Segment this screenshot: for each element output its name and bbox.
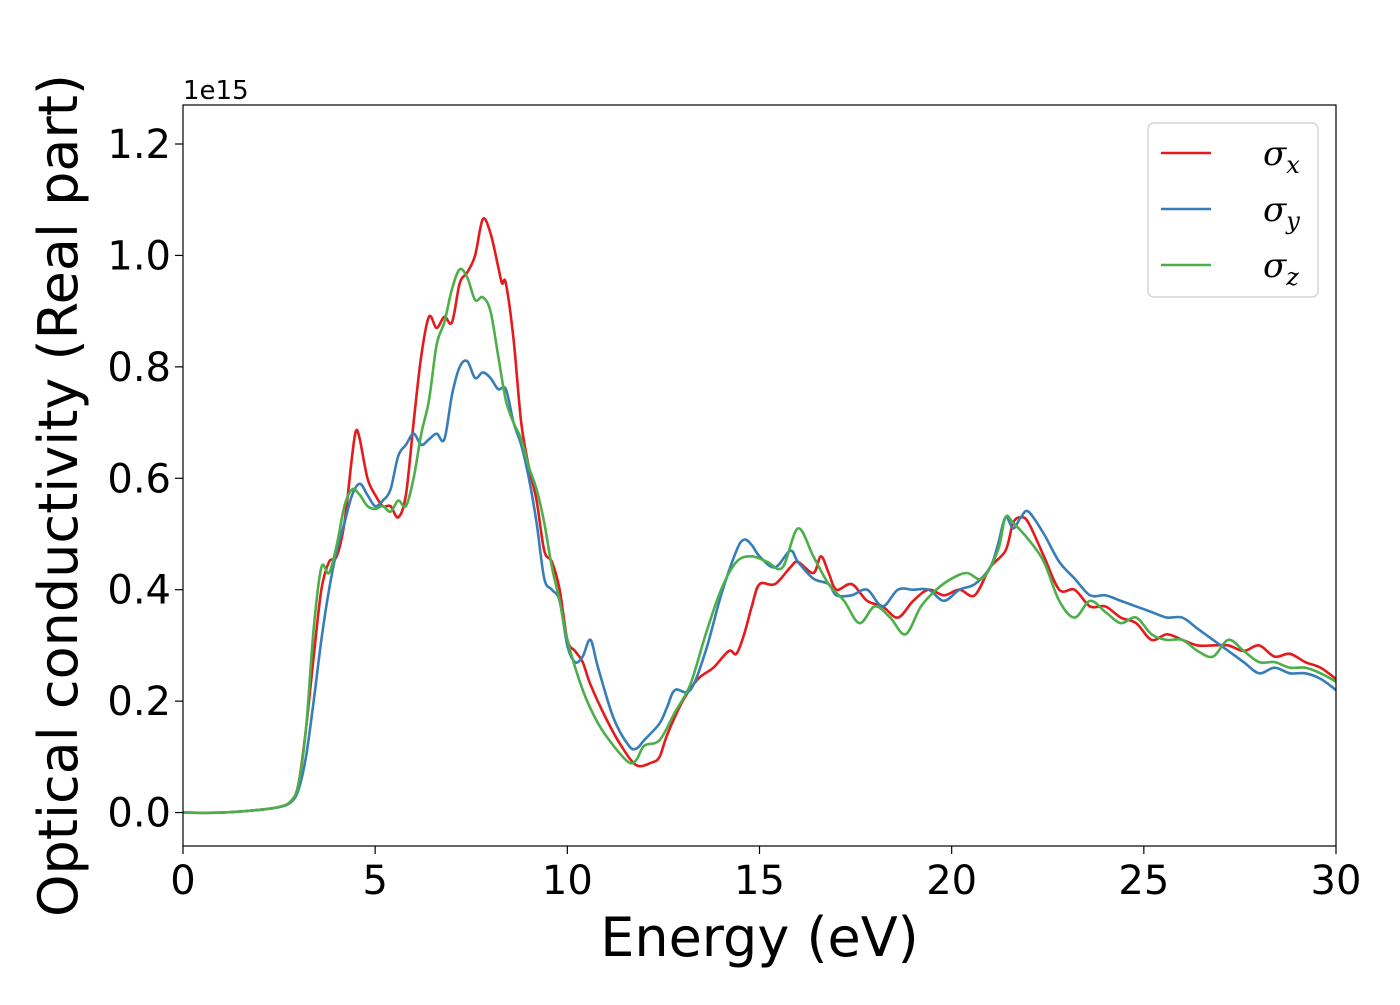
series-line-x	[183, 217, 1336, 815]
y-tick-label: 1.0	[107, 233, 171, 279]
axis-ticks: 0 5 10 15 20 25 30 0.0 0.2 0.4 0.6 0.8 1.0 1.2	[107, 122, 1361, 904]
legend-box	[1147, 122, 1319, 298]
y-tick-label: 0.2	[107, 679, 171, 725]
y-axis-title: Optical conductivity (Real part)	[27, 74, 90, 917]
y-tick-label: 0.8	[107, 345, 171, 391]
x-tick-label: 15	[734, 858, 785, 904]
y-tick-label: 0.4	[107, 568, 171, 614]
x-tick-label: 30	[1311, 858, 1362, 904]
x-axis-title: Energy (eV)	[600, 906, 919, 969]
y-tick-label: 0.6	[107, 456, 171, 502]
legend: σx σy σz	[1147, 122, 1319, 298]
legend-label-x: σx	[1263, 134, 1300, 179]
x-tick-label: 0	[170, 858, 195, 904]
y-tick-label: 0.0	[107, 791, 171, 837]
series-line-z	[183, 267, 1336, 815]
legend-label-y: σy	[1263, 190, 1300, 235]
x-tick-label: 10	[542, 858, 593, 904]
x-tick-label: 25	[1118, 858, 1169, 904]
series-lines	[183, 217, 1336, 815]
series-line-y	[183, 359, 1336, 815]
legend-label-z: σz	[1263, 246, 1299, 291]
x-tick-label: 20	[926, 858, 977, 904]
x-tick-label: 5	[362, 858, 387, 904]
y-offset-label: 1e15	[183, 76, 249, 106]
y-tick-label: 1.2	[107, 122, 171, 168]
